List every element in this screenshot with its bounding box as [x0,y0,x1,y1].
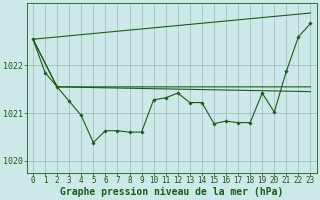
X-axis label: Graphe pression niveau de la mer (hPa): Graphe pression niveau de la mer (hPa) [60,186,284,197]
